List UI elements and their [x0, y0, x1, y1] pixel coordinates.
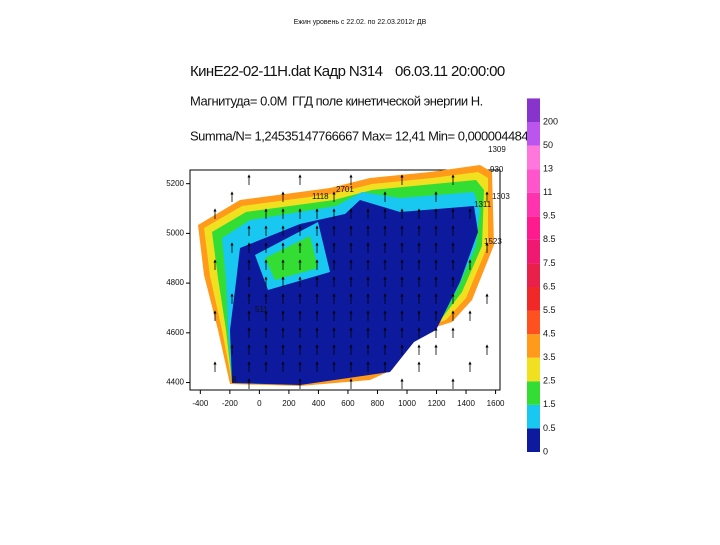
colorbar-label: 2.5 [543, 376, 556, 386]
colorbar-swatch [527, 216, 540, 240]
y-tick-label: 5200 [166, 179, 184, 188]
station-label: 1311 [474, 200, 492, 209]
station-label: 2701 [336, 185, 354, 194]
y-tick-label: 4600 [166, 328, 184, 337]
station-label: 1523 [484, 237, 502, 246]
colorbar-label: 1.5 [543, 399, 556, 409]
colorbar-swatch [527, 357, 540, 382]
colorbar-label: 50 [543, 140, 553, 150]
colorbar-swatch [527, 287, 540, 311]
colorbar-swatch [527, 98, 540, 122]
x-tick-label: 200 [282, 399, 296, 408]
station-label: 511 [255, 305, 268, 314]
colorbar-swatch [527, 310, 540, 335]
station-label: 1309 [488, 145, 506, 154]
colorbar-swatch [527, 192, 540, 217]
station-label: 930 [490, 165, 504, 174]
timestamp: 06.03.11 20:00:00 [395, 63, 505, 80]
colorbar-label: 7.5 [543, 258, 556, 268]
colorbar-swatch [527, 263, 540, 287]
colorbar-swatch [527, 334, 540, 358]
colorbar-label: 6.5 [543, 281, 556, 291]
x-tick-label: 1200 [428, 399, 446, 408]
y-tick-label: 4400 [166, 378, 184, 387]
colorbar-swatch [527, 381, 540, 405]
x-tick-label: 0 [257, 399, 262, 408]
x-tick-label: 1600 [487, 399, 505, 408]
colorbar-label: 5.5 [543, 305, 556, 315]
vector-field [213, 174, 489, 389]
contour-region [265, 236, 318, 280]
x-tick-label: -400 [192, 399, 209, 408]
colorbar-label: 8.5 [543, 234, 556, 244]
x-tick-label: -200 [222, 399, 239, 408]
x-tick-label: 1400 [457, 399, 475, 408]
colorbar-label: 3.5 [543, 352, 556, 362]
station-label: 1303 [492, 192, 510, 201]
colorbar-swatch [527, 122, 540, 146]
y-tick-label: 4800 [166, 278, 184, 287]
y-tick-label: 5000 [166, 228, 184, 237]
colorbar-swatch [527, 239, 540, 264]
field-label: ГГД поле кинетической энергии Н. [292, 93, 483, 108]
colorbar-label: 9.5 [543, 211, 556, 221]
stats: Summa/N= 1,24535147766667 Max= 12,41 Min… [190, 128, 528, 143]
x-tick-label: 800 [371, 399, 385, 408]
colorbar-swatch [527, 145, 540, 170]
colorbar-label: 0 [543, 446, 548, 456]
colorbar-swatch [527, 428, 540, 452]
contour-regions [198, 165, 494, 386]
colorbar-label: 13 [543, 164, 553, 174]
colorbar-label: 4.5 [543, 329, 556, 339]
colorbar-swatch [527, 404, 540, 429]
colorbar-label: 11 [543, 187, 552, 197]
station-label: 1118 [312, 192, 329, 201]
colorbar-label: 0.5 [543, 423, 556, 433]
colorbar-label: 200 [543, 116, 558, 126]
chart-title: КинЕ22-02-11Н.dat Кадр N314 [190, 63, 383, 80]
subtitle: Магнитуда= 0.0M [190, 93, 287, 108]
station-label: 8 [232, 375, 237, 384]
x-tick-label: 1000 [398, 399, 416, 408]
colorbar-swatch [527, 169, 540, 193]
x-tick-label: 400 [312, 399, 326, 408]
x-tick-label: 600 [341, 399, 355, 408]
page-title: Ежин уровень с 22.02. по 22.03.2012г ДВ [294, 19, 427, 26]
